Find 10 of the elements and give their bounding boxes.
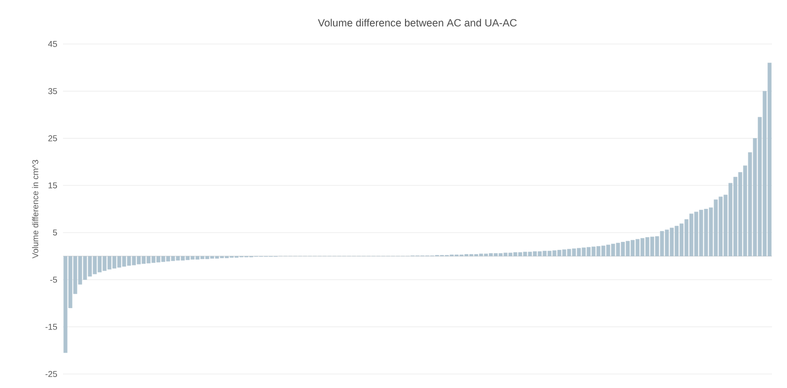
y-tick-label: -5	[50, 276, 58, 283]
y-tick-label: -25	[45, 371, 58, 377]
y-tick-label: 15	[48, 182, 58, 188]
y-tick-label: 5	[52, 230, 58, 236]
y-tick-label: 35	[48, 88, 58, 94]
y-tick-label: 45	[48, 41, 58, 47]
y-tick-label: 25	[48, 135, 58, 142]
y-axis-title: Volume difference in cm^3	[32, 160, 38, 258]
y-tick-label: -15	[45, 324, 58, 330]
chart-title: Volume difference between AC and UA-AC	[318, 18, 517, 27]
